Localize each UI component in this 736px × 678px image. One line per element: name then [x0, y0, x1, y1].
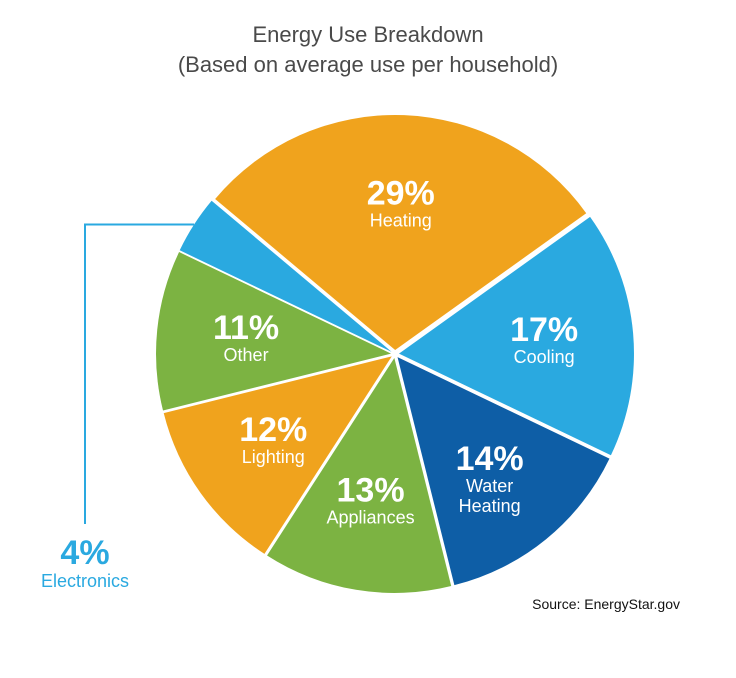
callout-label-electronics: Electronics — [41, 571, 129, 591]
slice-label: Cooling — [514, 347, 575, 367]
title-line-1: Energy Use Breakdown — [252, 22, 483, 47]
slice-pct: 13% — [337, 472, 405, 510]
chart-title: Energy Use Breakdown (Based on average u… — [0, 0, 736, 79]
slice-label: Appliances — [327, 508, 415, 528]
slice-label: Other — [224, 345, 269, 365]
slice-pct: 29% — [367, 175, 435, 213]
title-line-2: (Based on average use per household) — [178, 52, 558, 77]
slice-pct: 12% — [239, 412, 307, 450]
slice-pct: 14% — [456, 440, 524, 478]
slice-label: Heating — [459, 496, 521, 516]
pie-chart: 29%Heating17%Cooling14%WaterHeating13%Ap… — [0, 79, 736, 659]
source-text: Source: EnergyStar.gov — [532, 596, 680, 612]
slice-label: Heating — [370, 211, 432, 231]
slice-pct: 11% — [213, 309, 279, 347]
callout-pct-electronics: 4% — [60, 534, 109, 572]
slice-label: Water — [466, 476, 513, 496]
slice-pct: 17% — [510, 311, 578, 349]
slice-label: Lighting — [242, 448, 305, 468]
